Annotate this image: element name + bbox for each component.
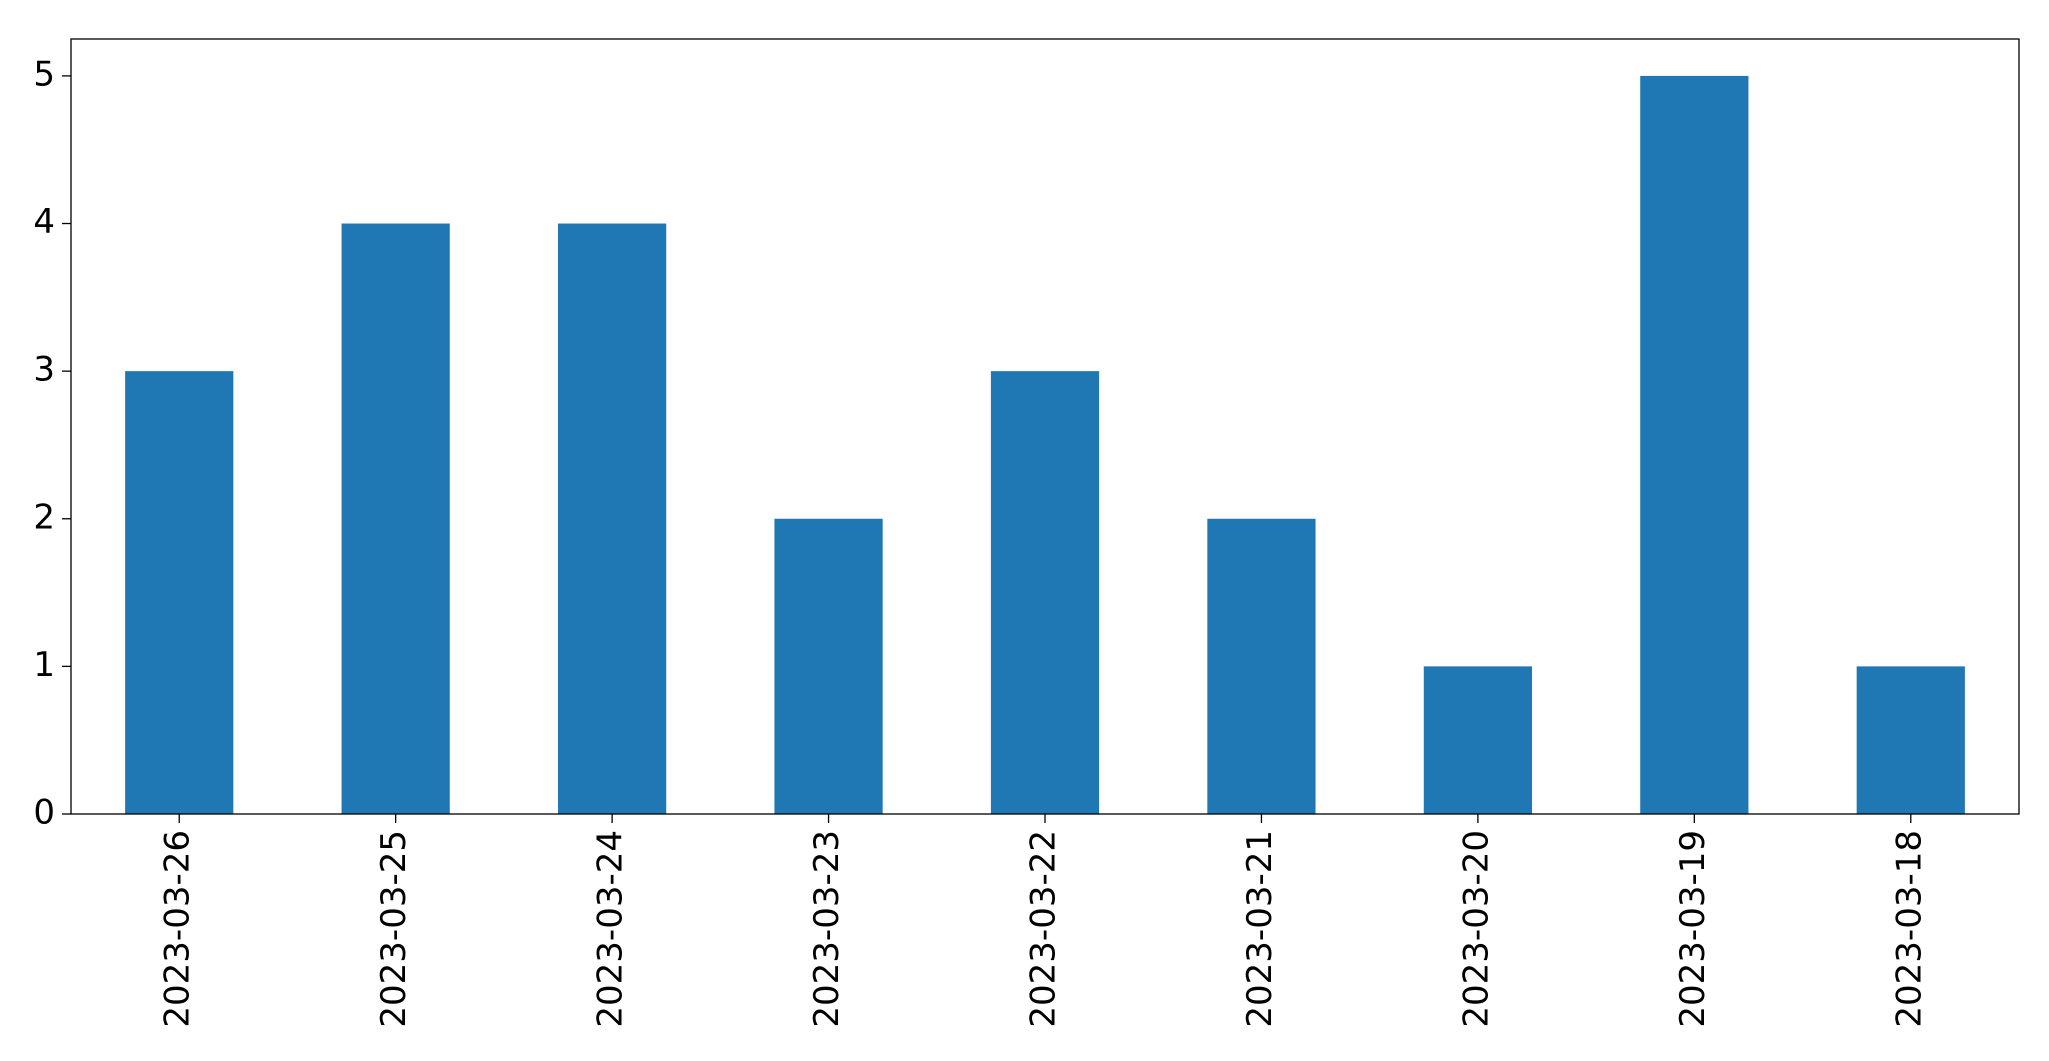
bar [1423, 666, 1532, 814]
y-tick-label: 0 [33, 793, 55, 833]
x-tick-label: 2023-03-26 [158, 830, 198, 1028]
x-tick-label: 2023-03-18 [1889, 830, 1929, 1028]
y-tick-label: 1 [33, 645, 55, 685]
x-tick-label: 2023-03-23 [807, 830, 847, 1028]
x-tick-label: 2023-03-21 [1240, 830, 1280, 1028]
bar [341, 223, 450, 814]
x-tick-label: 2023-03-24 [591, 830, 631, 1028]
plot-frame [70, 38, 2020, 815]
bar [1640, 75, 1749, 814]
y-tick-label: 4 [33, 202, 55, 242]
bar [1207, 518, 1316, 814]
bar [990, 371, 1100, 814]
bar [1856, 666, 1965, 814]
bar [125, 371, 234, 814]
x-tick-label: 2023-03-20 [1456, 830, 1496, 1028]
bar [558, 223, 667, 814]
x-tick-label: 2023-03-19 [1673, 830, 1713, 1028]
y-tick-label: 3 [33, 350, 55, 390]
bar [774, 518, 883, 814]
y-tick-label: 2 [33, 497, 55, 537]
x-tick-label: 2023-03-25 [374, 830, 414, 1028]
x-tick-label: 2023-03-22 [1024, 830, 1064, 1028]
y-tick-label: 5 [33, 54, 55, 94]
